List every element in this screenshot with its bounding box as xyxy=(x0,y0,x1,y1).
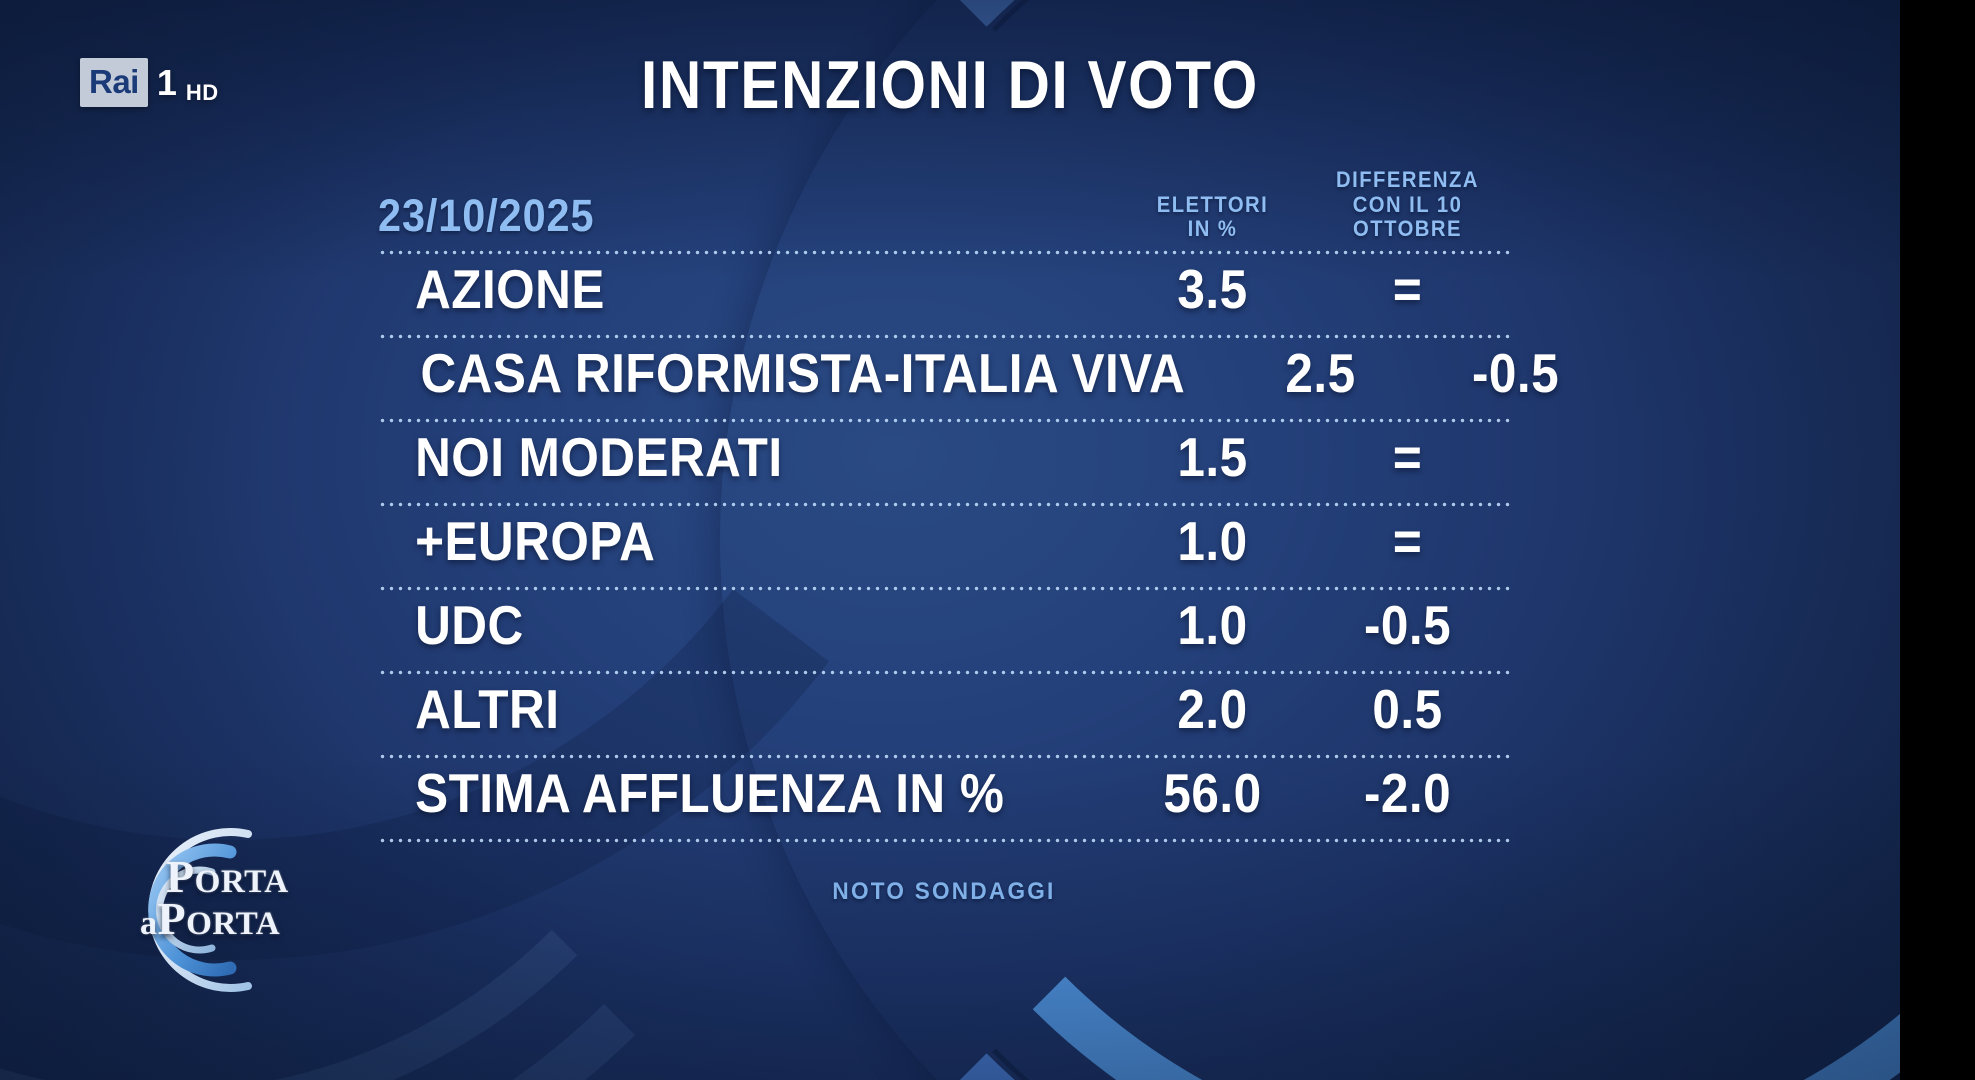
row-party-name: ALTRI xyxy=(415,677,560,740)
row-party-name: +EUROPA xyxy=(415,509,656,572)
row-vote-share: 3.5 xyxy=(1177,257,1248,320)
row-vote-share: 1.0 xyxy=(1177,593,1248,656)
row-separator xyxy=(378,837,1510,843)
table-row: CASA RIFORMISTA-ITALIA VIVA 2.5 -0.5 xyxy=(378,339,1558,418)
poll-table: 23/10/2025 ELETTORI IN % DIFFERENZA CON … xyxy=(378,167,1558,843)
row-difference: 0.5 xyxy=(1372,677,1443,740)
row-difference: = xyxy=(1392,509,1423,572)
porta-line2-initial: P xyxy=(157,893,187,945)
row-separator xyxy=(378,585,1510,591)
porta-a-porta-wordmark: PORTA aPORTA xyxy=(140,854,289,942)
row-party-name: STIMA AFFLUENZA IN % xyxy=(415,761,1005,824)
porta-a-porta-line-2: aPORTA xyxy=(140,896,289,943)
rai-hd-badge: HD xyxy=(185,80,219,105)
row-difference: = xyxy=(1392,257,1423,320)
column-header-votes: ELETTORI IN % xyxy=(1127,191,1297,242)
row-party-name: UDC xyxy=(415,593,524,656)
column-header-votes-line2: IN % xyxy=(1187,216,1238,242)
page-title: INTENZIONI DI VOTO xyxy=(641,47,1259,123)
table-row: AZIONE 3.5 = xyxy=(378,255,1510,334)
row-difference: -0.5 xyxy=(1363,593,1452,656)
porta-line1-initial: P xyxy=(166,851,195,902)
row-difference: = xyxy=(1392,425,1423,488)
table-row: +EUROPA 1.0 = xyxy=(378,507,1510,586)
rai-wordmark: Rai xyxy=(80,58,148,107)
row-separator xyxy=(378,417,1510,423)
table-row: UDC 1.0 -0.5 xyxy=(378,591,1510,670)
porta-a-porta-logo: PORTA aPORTA xyxy=(78,820,388,1010)
column-header-difference: DIFFERENZA CON IL 10 OTTOBRE xyxy=(1313,167,1502,242)
pollster-credit: NOTO SONDAGGI xyxy=(832,878,1056,905)
row-difference: -2.0 xyxy=(1363,761,1452,824)
row-vote-share: 56.0 xyxy=(1163,761,1262,824)
row-vote-share: 2.0 xyxy=(1177,677,1248,740)
column-header-votes-line1: ELETTORI xyxy=(1156,191,1269,217)
rai-channel-logo: Rai 1 HD xyxy=(80,58,219,107)
table-row: STIMA AFFLUENZA IN % 56.0 -2.0 xyxy=(378,759,1510,838)
porta-a-porta-line-1: PORTA xyxy=(166,854,289,900)
row-separator xyxy=(378,753,1510,759)
porta-line1-rest: ORTA xyxy=(194,863,289,900)
row-separator xyxy=(378,249,1510,255)
table-row: NOI MODERATI 1.5 = xyxy=(378,423,1510,502)
row-vote-share: 2.5 xyxy=(1285,341,1356,404)
column-header-difference-line1: DIFFERENZA xyxy=(1336,167,1479,192)
row-separator xyxy=(378,501,1510,507)
row-separator xyxy=(378,669,1510,675)
poll-date-label: 23/10/2025 xyxy=(378,189,595,241)
rai-channel-number: 1 xyxy=(156,61,177,103)
broadcast-graphic: Rai 1 HD INTENZIONI DI VOTO 23/10/2025 E… xyxy=(0,0,1900,1080)
table-header-row: 23/10/2025 ELETTORI IN % DIFFERENZA CON … xyxy=(378,167,1510,250)
column-header-difference-line2: CON IL 10 OTTOBRE xyxy=(1352,191,1463,242)
row-vote-share: 1.5 xyxy=(1177,425,1248,488)
row-party-name: CASA RIFORMISTA-ITALIA VIVA xyxy=(420,341,1186,404)
porta-connector-a: a xyxy=(140,905,158,943)
row-party-name: NOI MODERATI xyxy=(415,425,783,488)
porta-line2-rest: ORTA xyxy=(186,905,281,943)
table-row: ALTRI 2.0 0.5 xyxy=(378,675,1510,754)
row-separator xyxy=(378,333,1510,339)
row-party-name: AZIONE xyxy=(415,257,605,320)
row-vote-share: 1.0 xyxy=(1177,509,1248,572)
row-difference: -0.5 xyxy=(1471,341,1559,404)
porta-a-porta-arc-icon xyxy=(148,828,252,992)
